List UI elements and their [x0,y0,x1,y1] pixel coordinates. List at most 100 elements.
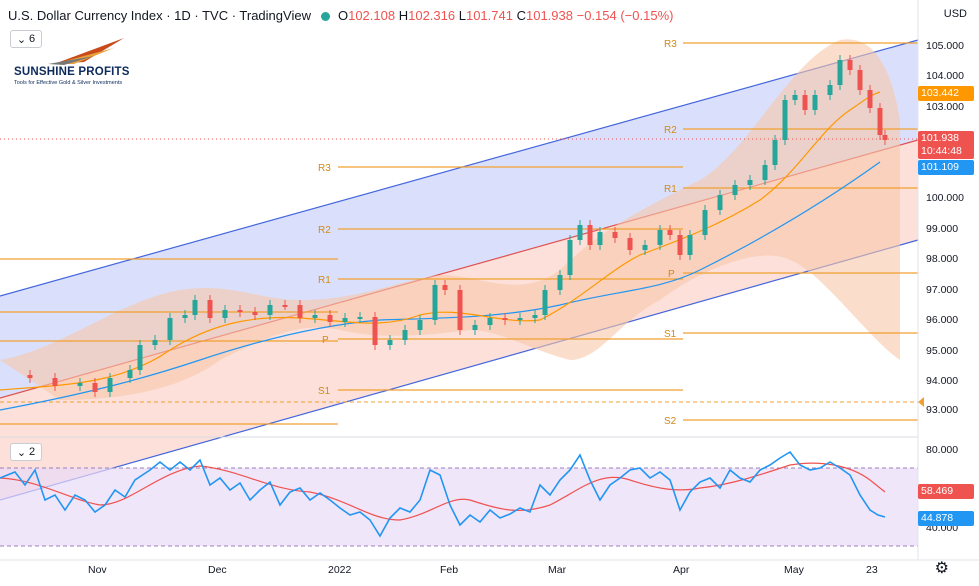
rsi-band [0,468,918,546]
time-tick-label: Feb [440,564,459,576]
candle-body [867,90,873,108]
channel-lower-line [0,239,919,501]
price-tick-label: 96.000 [926,314,959,326]
candle-body [207,300,213,318]
candle-body [837,60,843,85]
candle-body [877,108,883,135]
pivot-label-r3: R3 [664,39,677,50]
rsi-value-badge: 44.878 [918,511,974,526]
candle-body [642,245,648,250]
ma-slow-price-badge: 101.109 [918,160,974,175]
price-tick-label: 104.000 [926,70,964,82]
price-candles [27,55,888,397]
candle-body [747,180,753,185]
logo: SUNSHINE PROFITS Tools for Effective Gol… [14,36,144,86]
candle-body [577,225,583,240]
price-tick-label: 97.000 [926,284,959,296]
time-tick-label: 23 [866,564,878,576]
candle-body [857,70,863,90]
rsi-tick-label: 80.000 [926,444,959,456]
candle-body [282,305,288,307]
candle-body [657,230,663,245]
candle-body [612,232,618,238]
candle-body [442,285,448,290]
candle-body [297,305,303,318]
ohlc-open: O102.108 [337,8,396,23]
candle-body [732,185,738,195]
candle-body [772,140,778,165]
candle-body [222,310,228,318]
ma-fast-line [0,91,881,391]
pivot-label-r2: R2 [318,225,331,236]
candle-body [152,340,158,345]
pivot-label-r1: R1 [664,184,677,195]
channel-upper-line [0,39,919,297]
symbol-title[interactable]: U.S. Dollar Currency Index · 1D · TVC · … [8,8,311,23]
price-tick-label: 99.000 [926,223,959,235]
rsi-signal-badge: 58.469 [918,484,974,499]
time-tick-label: Mar [548,564,567,576]
candle-body [137,345,143,370]
candle-body [192,300,198,315]
symbol-header: U.S. Dollar Currency Index · 1D · TVC · … [8,8,673,23]
candle-body [107,378,113,392]
candle-body [587,225,593,245]
price-tick-label: 94.000 [926,375,959,387]
candle-body [182,315,188,318]
candle-body [502,318,508,320]
pivot-block-1 [0,166,683,425]
rsi-line [0,450,886,538]
time-axis[interactable]: Nov Dec 2022 Feb Mar Apr May 23 [0,562,918,582]
candle-body [542,290,548,315]
pivot-label-s2: S2 [664,416,677,427]
price-tick-label: 103.000 [926,101,964,113]
pivot-label-s1: S1 [664,329,677,340]
candle-body [167,318,173,340]
candle-body [792,95,798,100]
candle-body [127,370,133,378]
time-tick-label: May [784,564,804,576]
candle-body [532,315,538,318]
currency-label[interactable]: USD [943,8,967,20]
pivot-label-p: P [322,335,329,346]
candle-body [372,317,378,345]
market-status-icon [320,12,330,21]
candle-body [357,317,363,319]
candle-body [472,325,478,330]
candle-body [667,230,673,235]
price-tick-label: 98.000 [926,253,959,265]
candle-body [417,320,423,330]
alert-marker[interactable] [918,397,924,407]
candle-body [92,383,98,392]
rsi-signal-line [0,462,886,521]
candle-body [252,312,258,315]
chevron-down-icon: ⌄ [16,446,27,459]
candle-body [597,232,603,245]
candle-body [267,305,273,315]
gear-icon[interactable]: ⚙ [934,560,949,577]
candle-body [77,383,83,386]
candle-body [387,340,393,345]
pivot-label-r2: R2 [664,125,677,136]
candle-body [517,318,523,320]
ohlc-high: H102.316 [398,8,456,23]
ohlc-change: −0.154 (−0.15%) [576,8,674,23]
candle-body [432,285,438,320]
candle-body [327,315,333,322]
candle-body [762,165,768,180]
price-tick-label: 95.000 [926,345,959,357]
candle-body [567,240,573,275]
candle-body [827,85,833,95]
price-tick-label: 105.000 [926,40,964,52]
rsi-pane-collapse-button[interactable]: ⌄ 2 [10,443,42,461]
main-pane-collapse-button[interactable]: ⌄ 6 [10,30,42,48]
ohlc-low: L101.741 [458,8,513,23]
ma-fast-price-badge: 103.442 [918,86,974,101]
candle-body [882,135,888,140]
candle-body [402,330,408,340]
rsi-axis[interactable]: 80.000 40.000 [924,440,979,560]
candle-body [342,318,348,322]
pivot-label-r3: R3 [318,163,331,174]
candle-body [237,310,243,312]
